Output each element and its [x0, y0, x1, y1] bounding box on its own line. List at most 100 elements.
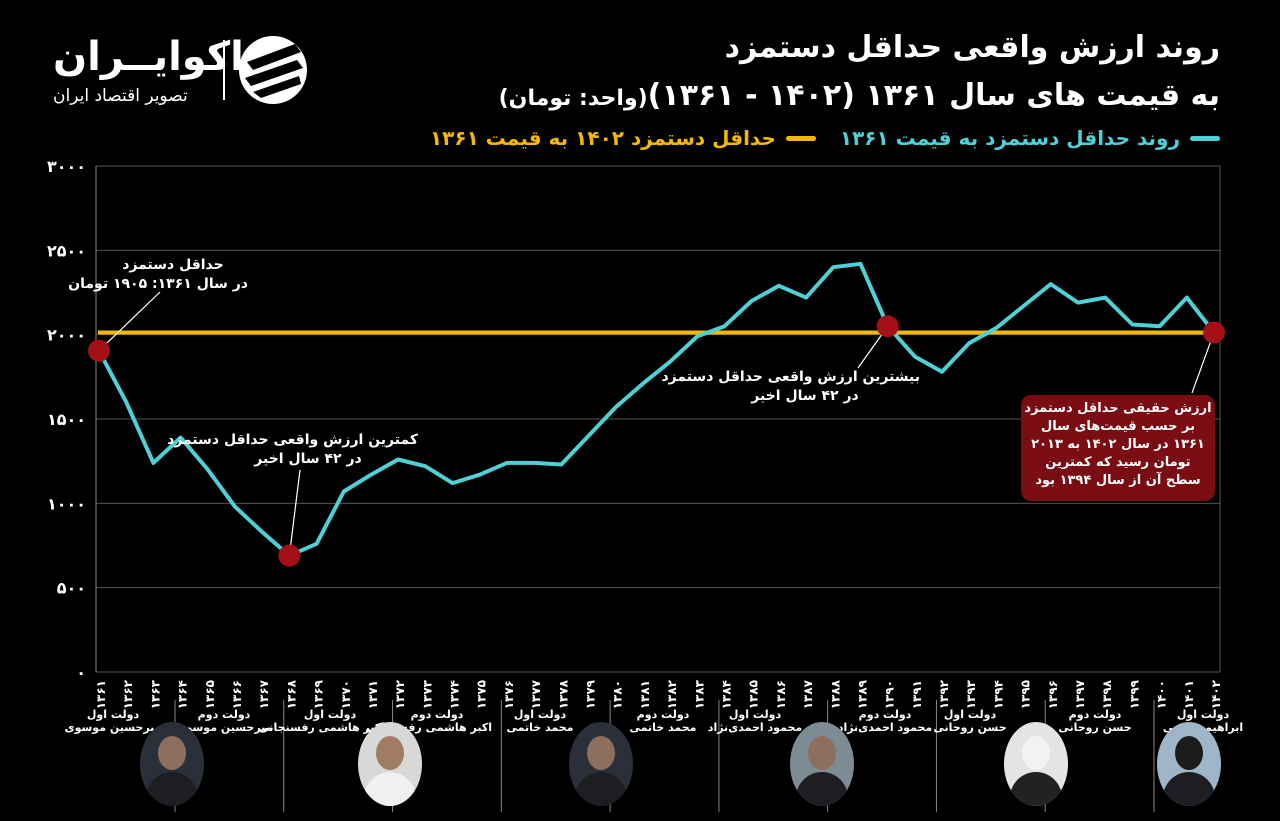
x-tick-label: ۱۳۶۲	[121, 679, 135, 709]
x-tick-label: ۱۳۷۶	[502, 680, 516, 709]
x-tick-label: ۱۳۹۹	[1127, 679, 1141, 709]
chart-subtitle: به قیمت های سال ۱۳۶۱ (۱۴۰۲ - ۱۳۶۱)(واحد:…	[499, 78, 1220, 113]
government-term: دولت اول	[303, 708, 357, 721]
portrait-head	[158, 736, 186, 770]
highlight-marker	[278, 544, 301, 567]
legend-series-label: روند حداقل دستمزد به قیمت ۱۳۶۱	[839, 126, 1180, 150]
portrait-rouhani	[1004, 722, 1068, 806]
government-president: اکبر هاشمی رفسنجانی	[258, 721, 385, 734]
title-unit: (واحد: تومان)	[498, 86, 648, 111]
x-tick-label: ۱۳۸۳	[692, 679, 706, 709]
government-label: دولت اول محمد خاتمی	[485, 708, 595, 734]
x-tick-label: ۱۳۷۴	[448, 680, 462, 709]
annotation-leader-line	[288, 469, 301, 556]
y-axis: ۰ ۵۰۰ ۱۰۰۰ ۱۵۰۰ ۲۰۰۰ ۲۵۰۰ ۳۰۰۰	[47, 157, 86, 682]
government-label: دولت دوم میرحسین موسوی	[169, 708, 279, 734]
x-tick-label: ۱۴۰۲	[1209, 679, 1223, 709]
x-tick-label: ۱۳۶۴	[176, 680, 190, 709]
x-tick-label: ۱۳۹۵	[1019, 680, 1033, 709]
portrait-head	[376, 736, 404, 770]
x-tick-label: ۱۳۹۲	[937, 679, 951, 709]
x-tick-label: ۱۳۹۶	[1046, 680, 1060, 709]
x-tick-label: ۱۳۶۶	[230, 680, 244, 709]
x-tick-label: ۱۳۸۸	[828, 679, 842, 709]
x-tick-label: ۱۳۹۸	[1100, 679, 1114, 709]
portrait-mousavi	[140, 722, 204, 806]
government-label: دولت دوم محمد خاتمی	[608, 708, 718, 734]
x-tick-label: ۱۳۶۱	[94, 680, 108, 709]
y-tick-label: ۲۵۰۰	[47, 241, 86, 260]
x-tick-label: ۱۳۸۲	[665, 679, 679, 709]
portrait-raisi	[1157, 722, 1221, 806]
x-tick-label: ۱۳۶۷	[257, 679, 271, 709]
x-tick-label: ۱۳۷۱	[366, 680, 380, 709]
portrait-rafsanjani	[358, 722, 422, 806]
logo-divider	[223, 40, 225, 100]
x-tick-label: ۱۳۶۳	[148, 679, 162, 709]
y-tick-label: ۰	[76, 663, 86, 682]
portrait-ahmadinejad	[790, 722, 854, 806]
chart-title: روند ارزش واقعی حداقل دستمزد	[724, 30, 1220, 65]
x-tick-label: ۱۳۸۰	[611, 680, 625, 709]
government-term: دولت دوم	[1068, 708, 1122, 721]
x-tick-label: ۱۳۹۱	[910, 680, 924, 709]
government-term: دولت دوم	[410, 708, 464, 721]
annotation-first-point: حداقل دستمزد در سال ۱۳۶۱: ۱۹۰۵ تومان	[68, 257, 248, 292]
x-tick-label: ۱۳۷۰	[339, 680, 353, 709]
x-axis: ۱۳۶۱ ۱۳۶۲ ۱۳۶۳ ۱۳۶۴ ۱۳۶۵ ۱۳۶۶ ۱۳۶۷ ۱۳۶۸ ۱۳۶۹ ۱۳۷۰…	[94, 679, 1223, 812]
government-label: دولت دوم محمود احمدی‌نژاد	[830, 708, 940, 734]
x-tick-label: ۱۳۹۰	[883, 680, 897, 709]
annotation-minimum: کمترین ارزش واقعی حداقل دستمزد در ۴۲ سال…	[167, 432, 418, 467]
x-tick-label: ۱۳۶۵	[203, 680, 217, 709]
government-term: دولت اول	[728, 708, 782, 721]
government-label: دولت دوم حسن روحانی	[1040, 708, 1150, 734]
highlight-marker	[876, 315, 899, 338]
x-tick-label: ۱۴۰۱	[1182, 680, 1196, 709]
x-tick-label: ۱۳۹۳	[964, 679, 978, 709]
portrait-body	[364, 772, 416, 806]
government-label: دولت اول محمود احمدی‌نژاد	[700, 708, 810, 734]
x-tick-label: ۱۳۷۹	[584, 679, 598, 709]
x-tick-label: ۱۳۶۸	[284, 679, 298, 709]
legend-reference-label: حداقل دستمزد ۱۴۰۲ به قیمت ۱۳۶۱	[429, 126, 776, 150]
ecoiran-logo: اکوایــران تصویر اقتصاد ایران	[45, 30, 315, 110]
annotation-maximum: بیشترین ارزش واقعی حداقل دستمزد در ۴۲ سا…	[661, 369, 920, 404]
government-president: میرحسین موسوی	[175, 721, 273, 734]
chart-legend: روند حداقل دستمزد به قیمت ۱۳۶۱ حداقل دست…	[430, 126, 1220, 150]
x-tick-label: ۱۳۸۶	[774, 680, 788, 709]
legend-series-swatch	[1190, 135, 1220, 141]
logo-name: اکوایــران	[53, 34, 244, 80]
x-tick-label: ۱۳۷۸	[556, 679, 570, 709]
title-years: به قیمت های سال ۱۳۶۱ (۱۴۰۲ - ۱۳۶۱)	[647, 78, 1220, 113]
x-tick-label: ۱۳۷۷	[529, 679, 543, 709]
x-tick-label: ۱۳۸۹	[855, 679, 869, 709]
x-tick-label: ۱۳۷۵	[475, 680, 489, 709]
grid-lines	[95, 165, 1221, 673]
highlight-marker	[1203, 321, 1225, 344]
government-term: دولت اول	[513, 708, 567, 721]
portrait-body	[1163, 772, 1215, 806]
y-tick-label: ۳۰۰۰	[47, 157, 86, 176]
y-tick-label: ۱۰۰۰	[47, 494, 86, 513]
government-president: محمود احمدی‌نژاد	[707, 721, 803, 734]
government-label: دولت اول اکبر هاشمی رفسنجانی	[258, 708, 385, 734]
annotation-last-point-callout: ارزش حقیقی حداقل دستمزد بر حسب قیمت‌های …	[1021, 395, 1215, 501]
annotation-leader-line	[98, 291, 161, 352]
portrait-head	[1022, 736, 1050, 770]
portrait-khatami	[569, 722, 633, 806]
x-tick-label: ۱۳۷۲	[393, 679, 407, 709]
portrait-head	[1175, 736, 1203, 770]
government-label: دولت اول حسن روحانی	[915, 708, 1025, 734]
legend-reference-swatch	[785, 135, 816, 141]
x-tick-label: ۱۳۸۴	[719, 680, 733, 709]
government-president: میرحسین موسوی	[64, 721, 162, 734]
portrait-head	[808, 736, 836, 770]
government-president: حسن روحانی	[1058, 721, 1132, 734]
y-tick-label: ۱۵۰۰	[47, 410, 86, 429]
government-president: محمود احمدی‌نژاد	[837, 721, 933, 734]
government-term: دولت دوم	[858, 708, 912, 721]
government-label: دولت اول میرحسین موسوی	[58, 708, 168, 734]
portrait-head	[587, 736, 615, 770]
highlight-markers	[88, 315, 1225, 567]
